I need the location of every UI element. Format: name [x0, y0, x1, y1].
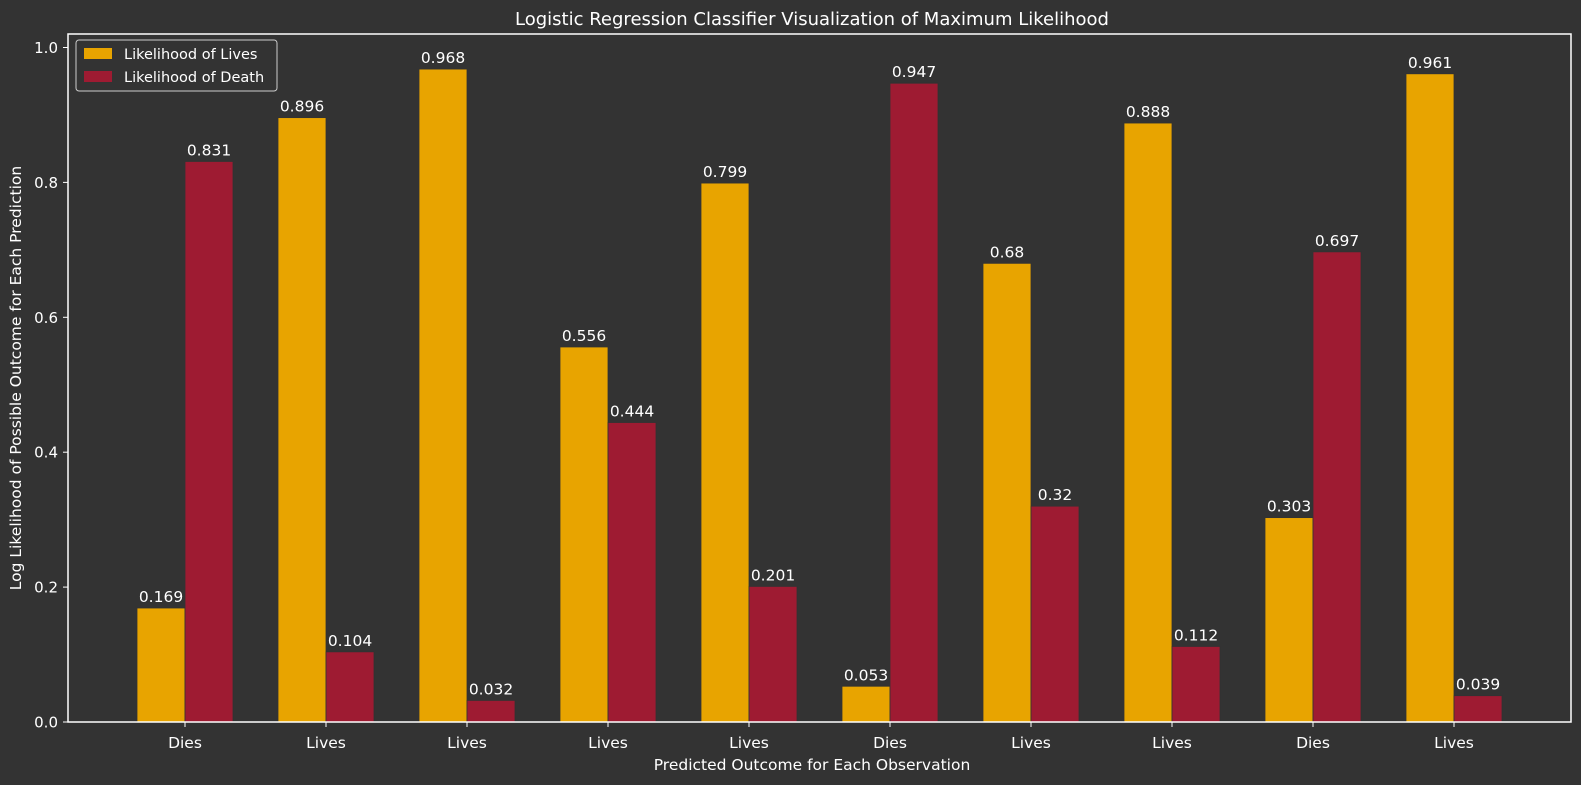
bar-likelihood-lives: [1123, 122, 1173, 723]
bar-value-label: 0.799: [703, 163, 747, 181]
y-tick-label: 0.8: [34, 174, 58, 192]
bar-likelihood-lives: [1405, 73, 1455, 723]
bar-labels-layer: 0.169 0.896 0.968 0.556 0.799 0.053 0.68 0.888 0…: [139, 49, 1500, 698]
bar-likelihood-death: [1312, 251, 1362, 723]
bar-likelihood-lives: [418, 68, 468, 723]
y-tick-label: 0.0: [34, 714, 58, 732]
x-tick-label: Dies: [168, 734, 202, 752]
bar-value-label: 0.961: [1408, 54, 1452, 72]
y-tick-label: 1.0: [34, 39, 58, 57]
bar-value-label: 0.104: [328, 632, 372, 650]
x-tick-label: Dies: [1296, 734, 1330, 752]
x-tick-label: Lives: [1011, 734, 1051, 752]
y-axis-label: Log Likelihood of Possible Outcome for E…: [7, 166, 25, 590]
bar-likelihood-lives: [1264, 517, 1314, 723]
bar-value-label: 0.444: [610, 403, 654, 421]
bar-likelihood-lives: [982, 262, 1032, 723]
bar-value-label: 0.831: [187, 141, 231, 159]
x-tick-label: Lives: [306, 734, 346, 752]
plot-frame: [67, 33, 1572, 723]
legend-label: Likelihood of Lives: [124, 47, 257, 63]
bar-likelihood-death: [325, 651, 375, 723]
bar-likelihood-death: [607, 422, 657, 723]
bar-value-label: 0.169: [139, 588, 183, 606]
bar-value-label: 0.947: [892, 63, 936, 81]
bar-likelihood-lives: [277, 117, 327, 723]
bar-value-label: 0.032: [469, 680, 513, 698]
bar-value-label: 0.697: [1315, 232, 1359, 250]
bar-value-label: 0.556: [562, 327, 606, 345]
bar-value-label: 0.112: [1174, 626, 1218, 644]
x-axis-label: Predicted Outcome for Each Observation: [654, 756, 971, 774]
legend-box: [75, 39, 278, 92]
bar-value-label: 0.303: [1267, 498, 1311, 516]
bar-likelihood-death: [889, 82, 939, 723]
bar-likelihood-death: [184, 161, 234, 723]
bar-likelihood-lives: [136, 607, 186, 723]
legend-swatch-death: [84, 71, 112, 82]
bar-value-label: 0.896: [280, 98, 324, 116]
bar-value-label: 0.039: [1456, 676, 1500, 694]
legend-swatch-lives: [84, 48, 112, 59]
bar-value-label: 0.053: [844, 666, 888, 684]
y-tick-label: 0.4: [34, 444, 58, 462]
x-tick-label: Lives: [588, 734, 628, 752]
x-tick-label: Lives: [1434, 734, 1474, 752]
x-tick-label: Lives: [729, 734, 769, 752]
bar-value-label: 0.32: [1038, 486, 1073, 504]
bar-likelihood-death: [1171, 646, 1221, 723]
axes-layer: 0.0 0.2 0.4 0.6 0.8 1.0 Dies Lives Lives Lives Liv…: [34, 33, 1572, 752]
bar-likelihood-death: [1030, 505, 1080, 723]
bar-value-label: 0.968: [421, 49, 465, 67]
bar-value-label: 0.68: [990, 243, 1025, 261]
x-tick-label: Lives: [447, 734, 487, 752]
bar-value-label: 0.201: [751, 566, 795, 584]
bar-likelihood-death: [748, 586, 798, 723]
bars-layer: [136, 68, 1503, 723]
bar-likelihood-death: [466, 700, 516, 723]
x-tick-label: Dies: [873, 734, 907, 752]
legend: Likelihood of Lives Likelihood of Death: [75, 39, 278, 92]
legend-label: Likelihood of Death: [124, 70, 264, 86]
bar-likelihood-lives: [559, 346, 609, 723]
y-tick-label: 0.6: [34, 309, 58, 327]
x-tick-label: Lives: [1152, 734, 1192, 752]
bar-likelihood-lives: [841, 685, 891, 723]
bar-likelihood-death: [1453, 695, 1503, 723]
bar-value-label: 0.888: [1126, 103, 1170, 121]
chart-title: Logistic Regression Classifier Visualiza…: [515, 9, 1109, 30]
y-tick-label: 0.2: [34, 579, 58, 597]
bar-likelihood-lives: [700, 182, 750, 723]
